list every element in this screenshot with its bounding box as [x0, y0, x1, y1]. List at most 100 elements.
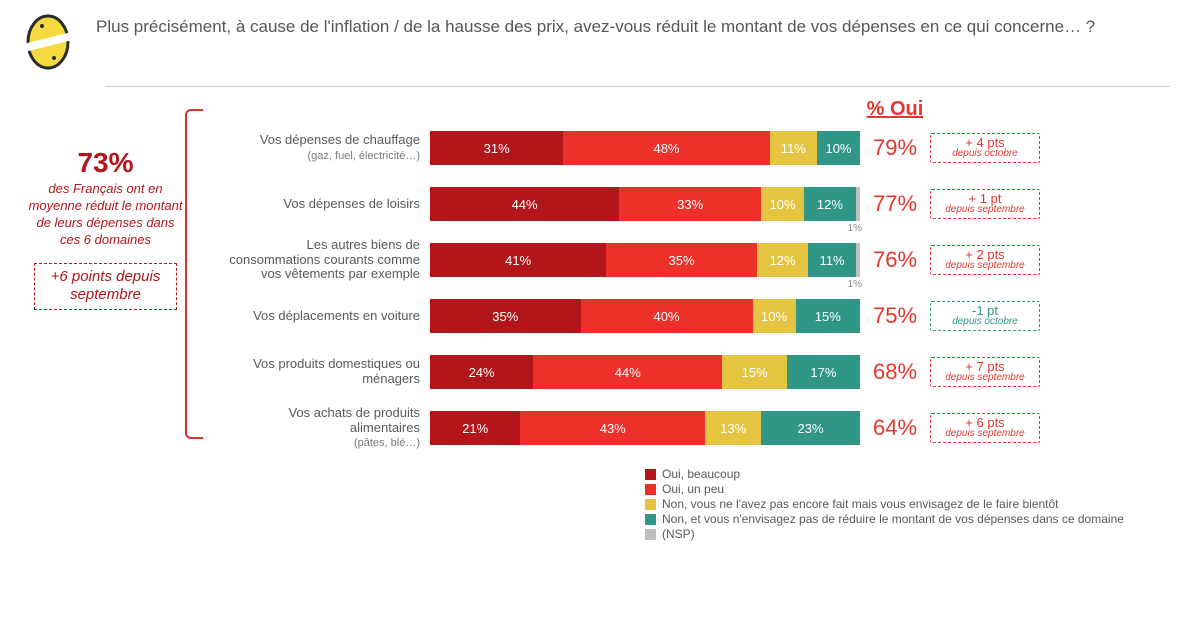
bar-segment: 43% [520, 411, 705, 445]
legend-swatch [645, 484, 656, 495]
bar-wrap: 1%41%35%12%11% [430, 243, 860, 277]
bar-segment: 40% [581, 299, 753, 333]
delta-label: depuis septembre [931, 261, 1039, 271]
chart-header-row: % Oui [215, 101, 1184, 127]
legend-swatch [645, 514, 656, 525]
delta-box: + 4 ptsdepuis octobre [930, 133, 1040, 163]
bar-segment: 12% [804, 187, 856, 221]
delta-box: + 7 ptsdepuis septembre [930, 357, 1040, 387]
row-label: Vos dépenses de loisirs [215, 197, 430, 212]
chart-row: Vos achats de produits alimentaires(pâte… [215, 411, 1184, 445]
bar-segment: 11% [808, 243, 855, 277]
chart-row: Vos dépenses de chauffage(gaz, fuel, éle… [215, 131, 1184, 165]
stacked-bar: 21%43%13%23% [430, 411, 860, 445]
summary-delta-box: +6 points depuis septembre [34, 263, 177, 311]
bar-wrap: 24%44%15%17% [430, 355, 860, 389]
bar-segment: 35% [606, 243, 757, 277]
stacked-bar: 44%33%10%12% [430, 187, 860, 221]
delta-box-wrap: + 1 ptdepuis septembre [930, 189, 1040, 219]
legend-label: (NSP) [662, 527, 695, 541]
bar-wrap: 31%48%11%10% [430, 131, 860, 165]
oui-header: % Oui [860, 98, 930, 121]
stacked-bar: 41%35%12%11% [430, 243, 860, 277]
legend-label: Non, et vous n'envisagez pas de réduire … [662, 512, 1124, 526]
bracket-icon [185, 109, 203, 439]
delta-box-wrap: + 4 ptsdepuis octobre [930, 133, 1040, 163]
delta-box: + 2 ptsdepuis septembre [930, 245, 1040, 275]
bar-segment: 11% [770, 131, 817, 165]
legend: Oui, beaucoupOui, un peuNon, vous ne l'a… [645, 467, 1184, 541]
oui-percent: 79% [860, 135, 930, 161]
row-label: Vos dépenses de chauffage(gaz, fuel, éle… [215, 133, 430, 163]
bar-segment [856, 243, 860, 277]
legend-item: Oui, beaucoup [645, 467, 1184, 481]
summary-percent: 73% [18, 147, 193, 179]
bar-segment: 15% [722, 355, 787, 389]
question-text: Plus précisément, à cause de l'inflation… [96, 12, 1095, 39]
oui-percent: 64% [860, 415, 930, 441]
legend-item: (NSP) [645, 527, 1184, 541]
row-label: Vos produits domestiques ou ménagers [215, 357, 430, 387]
delta-label: depuis octobre [931, 149, 1039, 159]
legend-item: Oui, un peu [645, 482, 1184, 496]
bar-wrap: 1%44%33%10%12% [430, 187, 860, 221]
delta-label: depuis octobre [931, 317, 1039, 327]
delta-label: depuis septembre [931, 373, 1039, 383]
legend-swatch [645, 469, 656, 480]
bar-segment: 31% [430, 131, 563, 165]
bar-segment: 33% [619, 187, 761, 221]
bar-segment: 10% [817, 131, 860, 165]
bar-wrap: 35%40%10%15% [430, 299, 860, 333]
chart-column: % Oui Vos dépenses de chauffage(gaz, fue… [193, 101, 1184, 542]
delta-label: depuis septembre [931, 429, 1039, 439]
row-label: Vos achats de produits alimentaires(pâte… [215, 406, 430, 451]
delta-box-wrap: + 2 ptsdepuis septembre [930, 245, 1040, 275]
stacked-bar: 35%40%10%15% [430, 299, 860, 333]
chart-row: Vos déplacements en voiture35%40%10%15%7… [215, 299, 1184, 333]
chart-row: Vos dépenses de loisirs1%44%33%10%12%77%… [215, 187, 1184, 221]
stacked-bar: 24%44%15%17% [430, 355, 860, 389]
bar-wrap: 21%43%13%23% [430, 411, 860, 445]
bar-segment: 35% [430, 299, 581, 333]
chart-rows: Vos dépenses de chauffage(gaz, fuel, éle… [215, 131, 1184, 445]
legend-label: Oui, un peu [662, 482, 724, 496]
summary-text: des Français ont en moyenne réduit le mo… [26, 181, 185, 249]
chart-row: Vos produits domestiques ou ménagers24%4… [215, 355, 1184, 389]
bar-segment: 48% [563, 131, 769, 165]
logo-icon [18, 12, 78, 72]
bar-segment: 24% [430, 355, 533, 389]
legend-label: Oui, beaucoup [662, 467, 740, 481]
delta-box-wrap: + 7 ptsdepuis septembre [930, 357, 1040, 387]
oui-percent: 76% [860, 247, 930, 273]
bar-segment: 21% [430, 411, 520, 445]
summary-delta: +6 points depuis septembre [35, 268, 176, 306]
bar-segment: 12% [757, 243, 809, 277]
delta-box-wrap: + 6 ptsdepuis septembre [930, 413, 1040, 443]
bar-segment: 10% [753, 299, 796, 333]
delta-box: + 6 ptsdepuis septembre [930, 413, 1040, 443]
bar-segment: 44% [430, 187, 619, 221]
oui-percent: 68% [860, 359, 930, 385]
chart-row: Les autres biens de consommations couran… [215, 243, 1184, 277]
row-label: Vos déplacements en voiture [215, 309, 430, 324]
summary-column: 73% des Français ont en moyenne réduit l… [18, 101, 193, 542]
bar-segment: 10% [761, 187, 804, 221]
oui-percent: 75% [860, 303, 930, 329]
bar-segment: 44% [533, 355, 722, 389]
nsp-label: 1% [848, 223, 862, 234]
legend-item: Non, vous ne l'avez pas encore fait mais… [645, 497, 1184, 511]
legend-swatch [645, 499, 656, 510]
header: Plus précisément, à cause de l'inflation… [0, 0, 1200, 80]
stacked-bar: 31%48%11%10% [430, 131, 860, 165]
bar-segment: 15% [796, 299, 861, 333]
oui-percent: 77% [860, 191, 930, 217]
main-content: 73% des Français ont en moyenne réduit l… [0, 101, 1200, 542]
delta-box: -1 ptdepuis octobre [930, 301, 1040, 331]
bar-segment: 13% [705, 411, 761, 445]
bar-segment: 23% [761, 411, 860, 445]
row-label: Les autres biens de consommations couran… [215, 238, 430, 283]
legend-item: Non, et vous n'envisagez pas de réduire … [645, 512, 1184, 526]
header-divider [105, 86, 1170, 87]
legend-label: Non, vous ne l'avez pas encore fait mais… [662, 497, 1059, 511]
bar-segment [856, 187, 860, 221]
